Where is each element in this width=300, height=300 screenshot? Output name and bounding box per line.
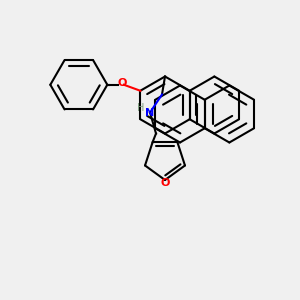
Text: O: O <box>118 78 127 88</box>
Text: O: O <box>160 178 170 188</box>
Text: N: N <box>146 107 154 118</box>
Text: H: H <box>137 103 145 113</box>
